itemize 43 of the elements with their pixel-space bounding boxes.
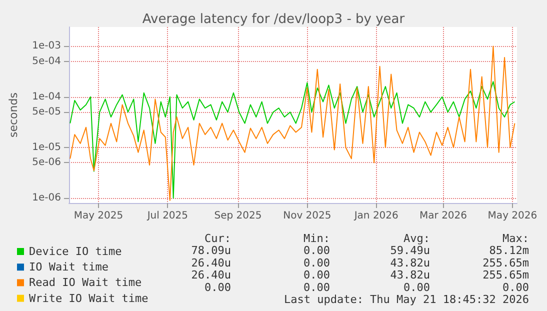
text: 0.00 <box>304 256 330 270</box>
y-tick-label: 1e-03 <box>32 40 61 52</box>
text: 0.00 <box>304 280 330 294</box>
x-tick-label: Mar 2026 <box>420 210 468 222</box>
text: 0.00 <box>304 268 330 282</box>
y-tick-label: 5e-06 <box>32 157 61 168</box>
x-tick-label: May 2026 <box>488 210 538 222</box>
x-tick-label: Jul 2025 <box>146 210 188 222</box>
text: Last update: Thu May 21 18:45:32 2026 <box>284 293 530 306</box>
x-tick-label: May 2025 <box>74 210 124 222</box>
text: Cur: <box>204 232 231 245</box>
text: Avg: <box>404 232 430 245</box>
chart-title: Average latency for /dev/loop3 - by year <box>142 12 406 27</box>
text: 43.82u <box>390 268 430 282</box>
y-tick-label: 1e-06 <box>32 192 61 204</box>
y-tick-label: 5e-04 <box>32 56 61 67</box>
text: 0.00 <box>502 280 529 294</box>
legend-label: Device IO time <box>29 245 122 258</box>
text: 0.00 <box>204 280 231 294</box>
text: 0.00 <box>404 280 430 294</box>
text: 255.65m <box>482 256 530 270</box>
text: Min: <box>304 232 330 245</box>
text: 78.09u <box>191 244 231 258</box>
text: 0.00 <box>304 244 330 258</box>
y-tick-label: 1e-05 <box>32 142 61 153</box>
y-tick-label: 1e-04 <box>32 91 61 102</box>
text: 85.12m <box>489 244 530 258</box>
legend-label: Write IO Wait time <box>29 292 148 305</box>
y-tick-label: 5e-05 <box>32 106 61 118</box>
line-series <box>70 46 516 201</box>
legend-label: Read IO Wait time <box>29 276 142 290</box>
x-tick-label: Jan 2026 <box>353 210 398 222</box>
x-tick-label: Nov 2025 <box>283 210 332 222</box>
line-series <box>70 81 516 199</box>
y-axis-title: seconds <box>7 92 20 138</box>
text: 43.82u <box>390 256 430 270</box>
text: 26.40u <box>191 268 231 282</box>
text: Max: <box>502 232 529 245</box>
text: 255.65m <box>482 268 530 282</box>
text: 59.49u <box>390 244 430 258</box>
x-tick-label: Sep 2025 <box>214 210 262 222</box>
text: 26.40u <box>191 256 231 270</box>
legend-label: IO Wait time <box>29 260 108 274</box>
